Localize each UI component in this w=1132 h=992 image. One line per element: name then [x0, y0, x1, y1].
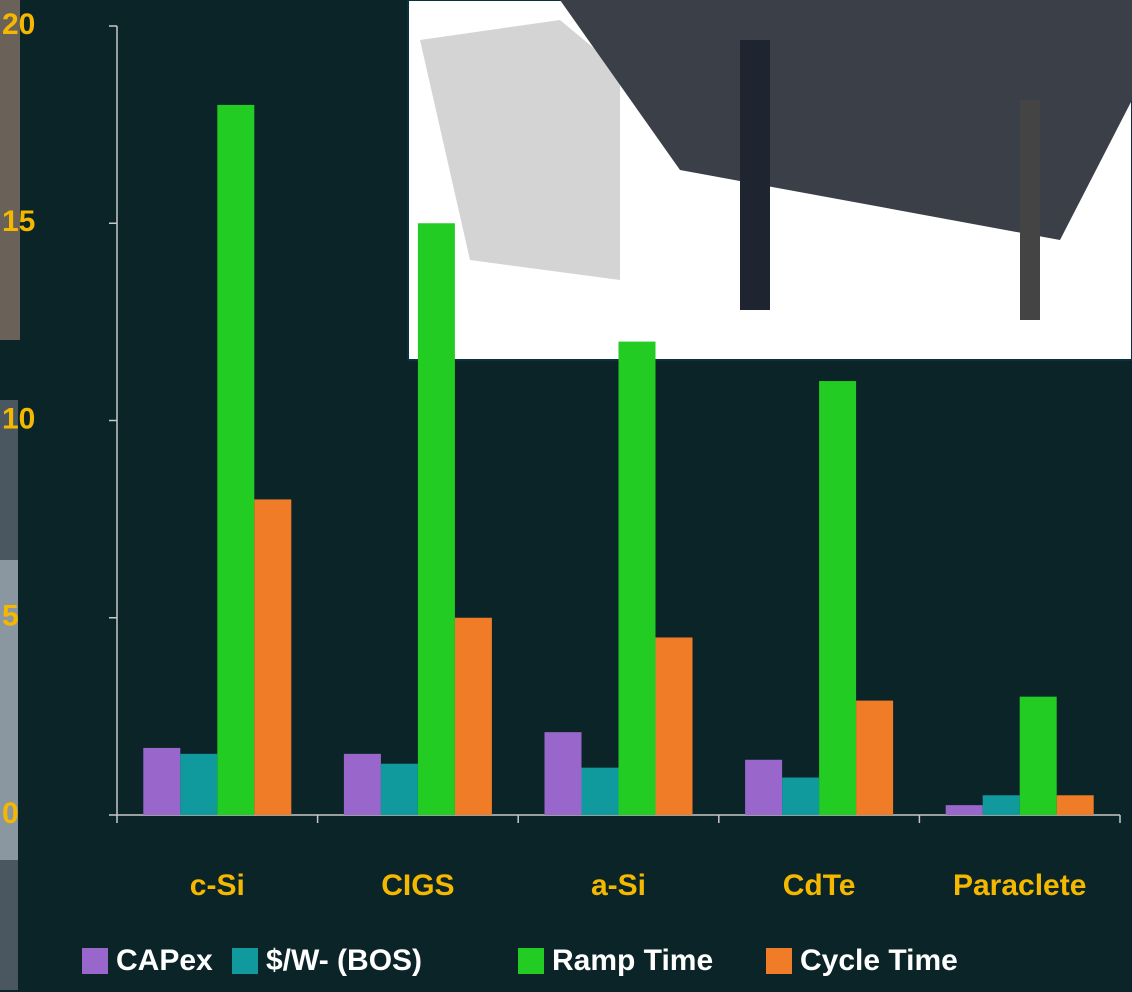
bar [945, 805, 983, 815]
bar [143, 747, 181, 815]
bar [1056, 795, 1094, 815]
photo-inset [407, 0, 1132, 361]
bar [819, 381, 857, 815]
bar [217, 104, 255, 815]
x-tick-label: a-Si [591, 869, 646, 902]
bar [618, 341, 656, 815]
bar [343, 753, 381, 815]
x-tick-label: CIGS [381, 869, 454, 902]
bar [380, 763, 418, 815]
bar [180, 753, 218, 815]
x-tick-label: c-Si [190, 869, 245, 902]
bar [782, 777, 820, 815]
bar [254, 499, 292, 815]
y-tick-label: 20 [2, 8, 35, 41]
legend-label: Ramp Time [552, 944, 713, 977]
y-tick-label: 10 [2, 402, 35, 435]
bar [417, 223, 455, 815]
bar [982, 795, 1020, 815]
bar [581, 767, 619, 815]
legend-swatch [232, 948, 258, 974]
legend-label: Cycle Time [800, 944, 958, 977]
legend-label: $/W- (BOS) [266, 944, 422, 977]
legend-swatch [82, 948, 108, 974]
y-tick-label: 15 [2, 205, 35, 238]
x-tick-label: Paraclete [953, 869, 1086, 902]
bar [1019, 696, 1057, 815]
bar [856, 700, 894, 815]
bar [655, 637, 693, 815]
y-tick-label: 0 [2, 797, 19, 830]
bar [544, 732, 582, 815]
bar [454, 617, 492, 815]
legend-swatch [766, 948, 792, 974]
photo-left [0, 0, 20, 990]
legend-label: CAPex [116, 944, 213, 977]
y-tick-label: 5 [2, 600, 19, 633]
bar [745, 759, 783, 815]
x-tick-label: CdTe [783, 869, 856, 902]
legend-swatch [518, 948, 544, 974]
